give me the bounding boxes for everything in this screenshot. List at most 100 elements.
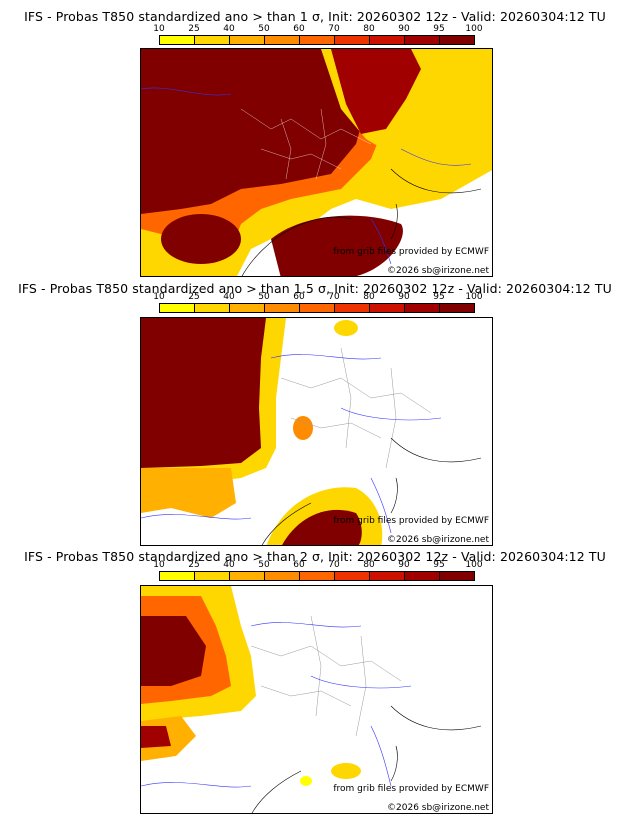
colorbar-label: 95 bbox=[433, 560, 445, 570]
probability-field-east-core bbox=[331, 49, 421, 134]
colorbar-label: 50 bbox=[258, 560, 270, 570]
colorbar-labels: 10 25 40 50 60 70 80 90 95 100 bbox=[140, 292, 490, 302]
probability-field-high bbox=[141, 49, 381, 214]
credit-copyright: ©2026 sb@irizone.net bbox=[387, 803, 489, 813]
map-rivers bbox=[141, 87, 472, 265]
colorbar-label: 50 bbox=[258, 24, 270, 34]
colorbar-swatch bbox=[230, 36, 265, 44]
colorbar-label: 80 bbox=[363, 24, 375, 34]
colorbar-label: 80 bbox=[363, 292, 375, 302]
colorbar-label: 40 bbox=[223, 560, 235, 570]
map-coastlines bbox=[241, 168, 482, 276]
colorbar-swatch bbox=[160, 36, 195, 44]
colorbar-label: 100 bbox=[465, 292, 483, 302]
credit-source: from grib files provided by ECMWF bbox=[333, 784, 489, 794]
probability-field-spot-north bbox=[334, 320, 358, 336]
forecast-panel-2: IFS - Probas T850 standardized ano > tha… bbox=[0, 278, 630, 546]
colorbar-swatch bbox=[195, 304, 230, 312]
colorbar-label: 90 bbox=[398, 292, 410, 302]
forecast-panel-3: IFS - Probas T850 standardized ano > tha… bbox=[0, 546, 630, 828]
colorbar-labels: 10 25 40 50 60 70 80 90 95 100 bbox=[140, 560, 490, 570]
colorbar-label: 60 bbox=[293, 560, 305, 570]
map-rivers bbox=[141, 354, 442, 534]
colorbar-swatch bbox=[405, 36, 440, 44]
colorbar-swatch bbox=[440, 36, 474, 44]
colorbar-label: 10 bbox=[153, 292, 165, 302]
colorbar-label: 70 bbox=[328, 24, 340, 34]
credit-copyright: ©2026 sb@irizone.net bbox=[387, 266, 489, 276]
colorbar-label: 60 bbox=[293, 24, 305, 34]
panel-title: IFS - Probas T850 standardized ano > tha… bbox=[18, 281, 612, 296]
colorbar-swatch bbox=[195, 572, 230, 580]
colorbar-label: 80 bbox=[363, 560, 375, 570]
colorbar-label: 70 bbox=[328, 292, 340, 302]
probability-field-spot-small bbox=[300, 776, 312, 786]
colorbar-swatch bbox=[370, 304, 405, 312]
map-borders bbox=[280, 347, 432, 469]
map-graphic: from grib files provided by ECMWF ©2026 … bbox=[141, 586, 489, 813]
colorbar-label: 50 bbox=[258, 292, 270, 302]
forecast-panel-1: IFS - Probas T850 standardized ano > tha… bbox=[0, 0, 630, 278]
panel-title: IFS - Probas T850 standardized ano > tha… bbox=[24, 549, 606, 564]
probability-map: from grib files provided by ECMWF ©2026 … bbox=[140, 585, 493, 814]
colorbar-swatch bbox=[405, 572, 440, 580]
colorbar-labels: 10 25 40 50 60 70 80 90 95 100 bbox=[140, 24, 490, 34]
colorbar-label: 40 bbox=[223, 24, 235, 34]
probability-map: from grib files provided by ECMWF ©2026 … bbox=[140, 48, 493, 277]
colorbar-swatch bbox=[405, 304, 440, 312]
probability-field-southwest bbox=[141, 468, 236, 518]
colorbar-swatch bbox=[160, 572, 195, 580]
colorbar-swatch bbox=[370, 36, 405, 44]
colorbar-swatch bbox=[370, 572, 405, 580]
map-borders bbox=[240, 108, 372, 180]
colorbar-label: 100 bbox=[465, 560, 483, 570]
colorbar-label: 25 bbox=[188, 560, 200, 570]
probability-field-southwest-core bbox=[141, 726, 171, 748]
credit-source: from grib files provided by ECMWF bbox=[333, 247, 489, 257]
colorbar-swatch bbox=[265, 572, 300, 580]
colorbar-swatch bbox=[195, 36, 230, 44]
probability-field-south-core bbox=[271, 215, 403, 276]
colorbar-label: 90 bbox=[398, 24, 410, 34]
colorbar-swatch bbox=[300, 572, 335, 580]
colorbar-label: 25 bbox=[188, 292, 200, 302]
probability-field-spot bbox=[331, 763, 361, 779]
credit-copyright: ©2026 sb@irizone.net bbox=[387, 535, 489, 545]
probability-map: from grib files provided by ECMWF ©2026 … bbox=[140, 317, 493, 546]
probability-field-high bbox=[141, 616, 206, 686]
map-borders bbox=[250, 615, 402, 737]
colorbar-swatch bbox=[300, 36, 335, 44]
colorbar-label: 90 bbox=[398, 560, 410, 570]
colorbar-swatch bbox=[300, 304, 335, 312]
colorbar-label: 40 bbox=[223, 292, 235, 302]
colorbar-swatch bbox=[335, 572, 370, 580]
colorbar bbox=[159, 303, 475, 313]
colorbar-swatch bbox=[230, 572, 265, 580]
probability-field-spot bbox=[161, 214, 241, 264]
colorbar bbox=[159, 571, 475, 581]
colorbar-label: 95 bbox=[433, 24, 445, 34]
colorbar-label: 70 bbox=[328, 560, 340, 570]
colorbar-label: 25 bbox=[188, 24, 200, 34]
map-graphic: from grib files provided by ECMWF ©2026 … bbox=[141, 49, 492, 276]
colorbar bbox=[159, 35, 475, 45]
colorbar-swatch bbox=[440, 304, 474, 312]
colorbar-label: 60 bbox=[293, 292, 305, 302]
colorbar-label: 95 bbox=[433, 292, 445, 302]
panel-title: IFS - Probas T850 standardized ano > tha… bbox=[24, 9, 606, 24]
credit-source: from grib files provided by ECMWF bbox=[333, 516, 489, 526]
map-coastlines bbox=[261, 437, 482, 545]
colorbar-swatch bbox=[265, 304, 300, 312]
map-graphic: from grib files provided by ECMWF ©2026 … bbox=[141, 318, 489, 545]
probability-field-south-core bbox=[282, 509, 362, 545]
colorbar-label: 10 bbox=[153, 560, 165, 570]
probability-field-high bbox=[141, 318, 266, 468]
colorbar-swatch bbox=[230, 304, 265, 312]
map-coastlines bbox=[251, 705, 482, 813]
probability-field-spot bbox=[293, 416, 313, 440]
map-rivers bbox=[141, 622, 412, 788]
colorbar-swatch bbox=[160, 304, 195, 312]
colorbar-label: 10 bbox=[153, 24, 165, 34]
colorbar-swatch bbox=[265, 36, 300, 44]
colorbar-swatch bbox=[440, 572, 474, 580]
